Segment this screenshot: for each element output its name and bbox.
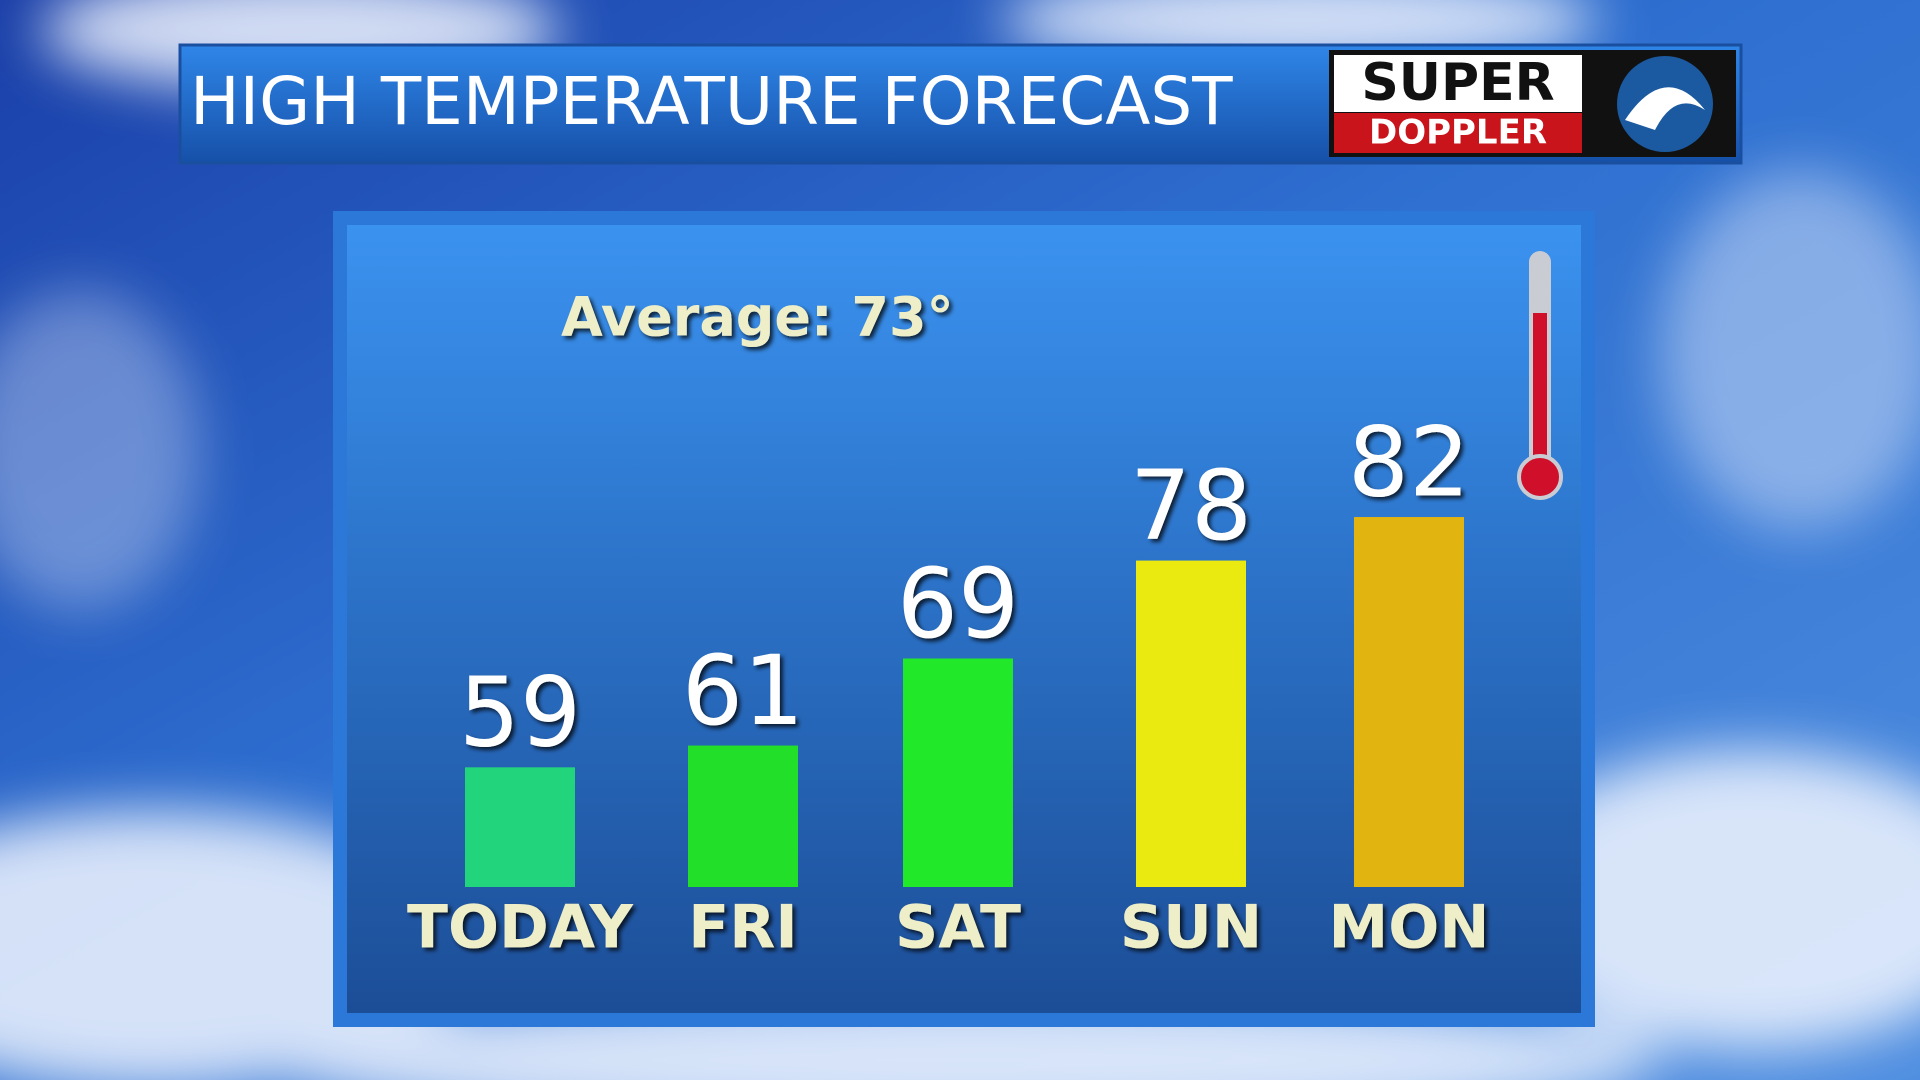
logo-top-box: [1334, 55, 1582, 112]
value-label: 82: [1348, 406, 1470, 518]
thermo-fill: [1533, 313, 1547, 483]
x-tick-label: TODAY: [407, 893, 634, 963]
bar: [903, 658, 1013, 887]
value-label: 78: [1130, 450, 1252, 562]
logo: SUPER DOPPLER: [1329, 50, 1736, 157]
logo-top: SUPER: [1361, 53, 1554, 113]
x-tick-label: SUN: [1120, 893, 1262, 963]
chart-title: HIGH TEMPERATURE FORECAST: [190, 63, 1233, 140]
bar: [1354, 517, 1464, 887]
bar: [688, 745, 798, 887]
value-label: 69: [897, 548, 1019, 660]
logo-bottom-box: [1334, 113, 1582, 153]
value-label: 59: [459, 657, 581, 769]
thermometer: [1517, 251, 1563, 500]
value-label: 61: [682, 635, 804, 747]
annotation: Average: 73°: [561, 286, 954, 349]
x-tick-label: MON: [1329, 893, 1490, 963]
logo-bottom: DOPPLER: [1369, 113, 1547, 153]
x-tick-label: SAT: [895, 893, 1021, 963]
bar: [1136, 560, 1246, 887]
logo-wave: [1625, 87, 1705, 130]
x-tick-label: FRI: [688, 893, 798, 963]
bar: [465, 767, 575, 887]
thermo-bulb: [1517, 454, 1563, 500]
